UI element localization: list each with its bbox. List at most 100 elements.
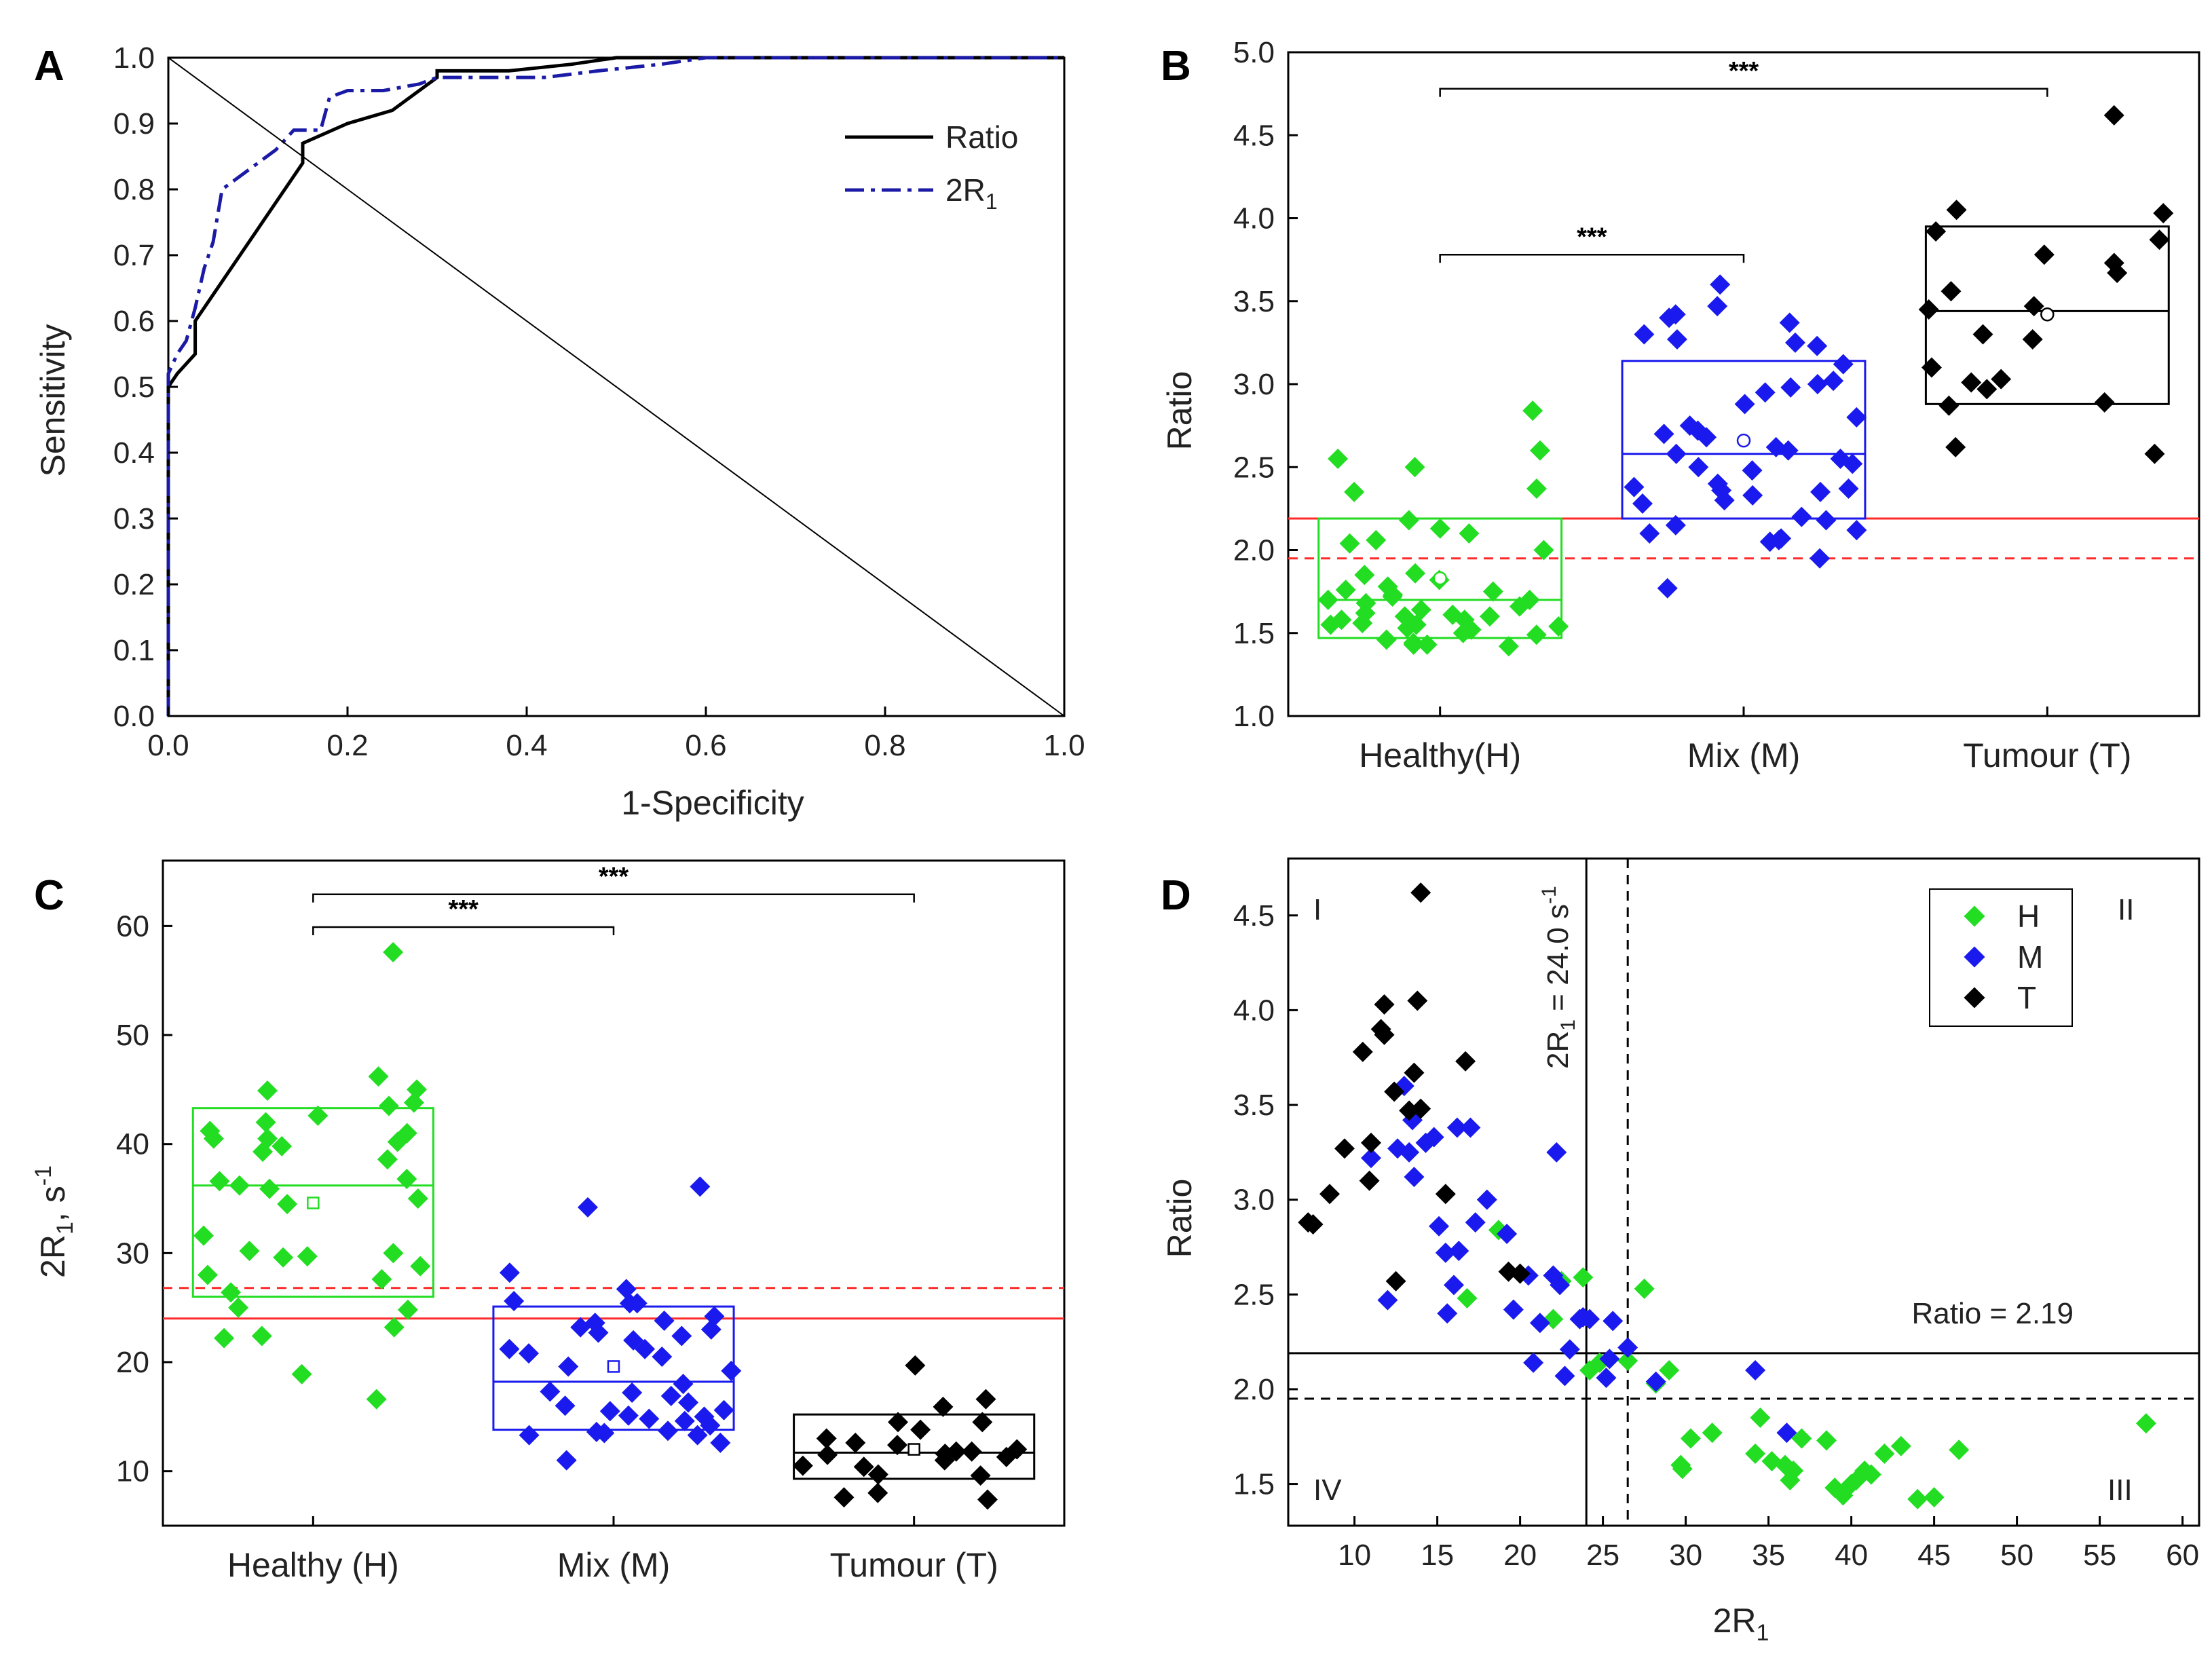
- d-point-t-13: [1319, 1184, 1340, 1205]
- quadrant-label-2: II: [2118, 893, 2134, 926]
- panel-d-legend: H M T: [1929, 888, 2073, 1027]
- a-xtick-label-4: 0.8: [864, 729, 905, 762]
- b-point-2-19: [1945, 436, 1966, 457]
- b-sig-label-0: ***: [1729, 57, 1759, 86]
- b-point-0-13: [1354, 565, 1375, 586]
- a-ytick-label-5: 0.5: [113, 371, 155, 404]
- b-point-1-0: [1710, 274, 1731, 295]
- d-point-h-15: [1780, 1469, 1801, 1490]
- c-point-0-3: [257, 1080, 278, 1101]
- d-point-h-13: [1791, 1428, 1812, 1449]
- b-sig-bracket-0: [1439, 88, 2048, 97]
- c-point-2-2: [933, 1396, 954, 1417]
- d-point-h-23: [1670, 1454, 1691, 1475]
- c-point-2-18: [867, 1464, 888, 1485]
- d-point-m-14: [1529, 1313, 1550, 1334]
- c-point-0-34: [251, 1325, 272, 1347]
- c-point-0-25: [297, 1246, 318, 1267]
- b-point-2-14: [1991, 369, 2012, 390]
- d-point-t-10: [1352, 1041, 1373, 1062]
- d-point-h-18: [1750, 1407, 1771, 1428]
- d-xtick-label-9: 55: [2083, 1539, 2116, 1572]
- b-mean-0: [1433, 571, 1447, 586]
- d-point-h-0: [2135, 1413, 2156, 1434]
- d-point-h-34: [1457, 1287, 1478, 1309]
- c-point-0-21: [277, 1194, 298, 1215]
- d-point-m-10: [1559, 1339, 1580, 1360]
- panel-d-y-ticks: 1.5 2.0 2.5 3.0 3.5 4.0 4.5: [1233, 899, 1298, 1501]
- b-point-0-6: [1398, 510, 1419, 531]
- b-point-1-35: [1791, 506, 1812, 527]
- d-point-m-13: [1543, 1265, 1564, 1286]
- c-point-1-32: [674, 1410, 695, 1431]
- c-point-2-1: [975, 1389, 996, 1410]
- d-point-m-18: [1497, 1223, 1518, 1244]
- d-point-t-14: [1361, 1132, 1381, 1153]
- b-point-2-18: [1938, 395, 1960, 416]
- c-point-1-18: [652, 1346, 673, 1367]
- c-mean-0: [307, 1197, 320, 1209]
- d-point-t-9: [1334, 1138, 1355, 1159]
- b-point-0-11: [1533, 540, 1554, 561]
- legend-m-marker: [1964, 946, 1985, 968]
- c-ytick-label-4: 50: [116, 1019, 149, 1052]
- b-point-0-35: [1397, 618, 1418, 639]
- quadrant-label-4: IV: [1313, 1473, 1342, 1507]
- d-xtick-label-5: 35: [1752, 1539, 1785, 1572]
- d-point-t-17: [1435, 1184, 1456, 1205]
- b-point-0-23: [1509, 596, 1530, 617]
- a-ytick-label-4: 0.4: [113, 436, 155, 470]
- c-sig-label-0: ***: [599, 863, 629, 891]
- c-point-0-15: [377, 1149, 398, 1170]
- d-ytick-label-6: 4.5: [1233, 899, 1275, 933]
- d-ytick-label-1: 2.0: [1233, 1373, 1275, 1406]
- c-point-1-29: [618, 1405, 639, 1426]
- legend-t-marker: [1964, 987, 1985, 1009]
- a-ytick-label-1: 0.1: [113, 634, 155, 667]
- b-box-1: [1621, 360, 1867, 520]
- d-point-h-2: [1924, 1487, 1945, 1508]
- d-point-m-35: [1361, 1148, 1381, 1169]
- c-sig-bracket-1: [312, 926, 615, 935]
- b-point-1-1: [1707, 296, 1728, 317]
- d-point-m-33: [1387, 1138, 1408, 1159]
- c-point-1-15: [499, 1338, 520, 1359]
- d-point-m-6: [1596, 1368, 1617, 1389]
- b-point-0-28: [1479, 606, 1500, 627]
- c-category-label-0: Healthy (H): [227, 1546, 399, 1584]
- b-point-1-43: [1810, 548, 1831, 569]
- b-point-0-8: [1459, 523, 1480, 544]
- d-point-t-1: [1407, 990, 1428, 1011]
- b-point-0-2: [1328, 449, 1349, 470]
- b-point-2-15: [1961, 372, 1982, 393]
- b-ytick-label-3: 2.5: [1233, 451, 1275, 484]
- b-point-0-41: [1417, 634, 1438, 655]
- panel-d-letter: D: [1161, 872, 1191, 919]
- d-point-m-4: [1602, 1311, 1624, 1332]
- c-point-0-20: [407, 1188, 428, 1209]
- b-point-1-33: [1714, 490, 1735, 511]
- panel-d-x-label: 2R1: [1713, 1602, 1769, 1646]
- c-point-1-39: [710, 1432, 731, 1453]
- d-point-h-27: [1617, 1351, 1638, 1372]
- b-point-2-7: [2107, 263, 2128, 284]
- c-point-0-33: [383, 1317, 405, 1338]
- b-point-0-39: [1376, 629, 1397, 650]
- panel-a-legend: Ratio 2R1: [845, 119, 1018, 214]
- panel-b-letter: B: [1161, 43, 1191, 90]
- b-point-1-6: [1666, 328, 1687, 350]
- b-point-2-0: [2103, 105, 2124, 126]
- c-point-0-32: [397, 1299, 418, 1320]
- b-point-0-33: [1320, 614, 1341, 635]
- b-point-1-37: [1665, 514, 1686, 535]
- d-point-h-19: [1745, 1443, 1766, 1464]
- b-point-1-18: [1653, 424, 1674, 445]
- c-point-1-2: [499, 1262, 520, 1283]
- d-xtick-label-8: 50: [2000, 1539, 2033, 1572]
- c-point-1-31: [639, 1408, 660, 1429]
- d-xtick-label-7: 45: [1917, 1539, 1951, 1572]
- d-point-m-0: [1776, 1423, 1797, 1444]
- c-point-2-8: [887, 1435, 908, 1456]
- a-xtick-label-3: 0.6: [685, 729, 726, 762]
